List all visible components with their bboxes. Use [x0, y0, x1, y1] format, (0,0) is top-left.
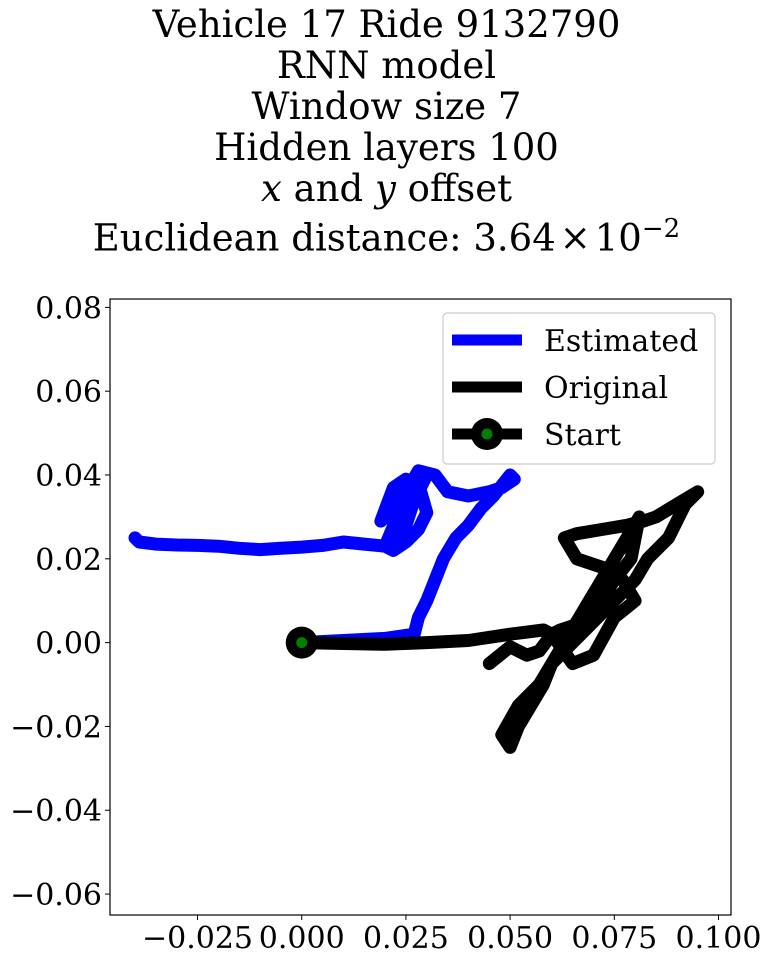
title-line-1: Vehicle 17 Ride 9132790	[152, 3, 621, 46]
title-line-6: Euclidean distance: 3.64 × 10−2	[0, 209, 773, 258]
series-estimated-line	[128, 464, 521, 650]
title-and: and	[281, 167, 375, 210]
title-line-3: Window size 7	[251, 85, 522, 128]
title-times: ×	[559, 216, 591, 260]
title-offset-word: offset	[395, 167, 512, 210]
legend-original-label: Original	[544, 371, 668, 406]
title-line-5: x and y offset	[0, 168, 773, 209]
y-tick-label: −0.06	[10, 878, 102, 913]
chart-title: Vehicle 17 Ride 9132790 RNN model Window…	[0, 4, 773, 258]
y-tick-label: 0.04	[35, 459, 102, 494]
y-tick-label: −0.04	[10, 794, 102, 829]
x-tick-label: 0.000	[259, 921, 345, 956]
y-tick-label: 0.06	[35, 375, 102, 410]
ticks-layer: −0.025 0.000 0.025 0.050 0.075 0.100 −0.06 −0.0…	[10, 291, 761, 956]
title-x-symbol: x	[261, 167, 282, 210]
y-tick-label: 0.02	[35, 543, 102, 578]
legend: Estimated Original Start	[442, 312, 716, 465]
y-tick-label: 0.08	[35, 291, 102, 326]
title-exponent: −2	[641, 214, 681, 244]
y-tick-label: −0.02	[10, 710, 102, 745]
axes-frame	[109, 298, 732, 916]
x-tick-label: 0.050	[467, 921, 553, 956]
legend-box	[442, 312, 716, 465]
title-base: 10	[594, 216, 642, 260]
legend-estimated-label: Estimated	[544, 324, 698, 359]
series-layer	[128, 464, 705, 754]
title-line-4: Hidden layers 100	[214, 126, 559, 169]
legend-start-label: Start	[544, 418, 621, 453]
title-line-2: RNN model	[276, 44, 497, 87]
title-distance-prefix: Euclidean distance: 3.64	[92, 216, 556, 260]
x-tick-label: 0.075	[571, 921, 657, 956]
start-marker-inner	[296, 637, 308, 649]
series-original-line	[295, 485, 705, 754]
x-tick-label: 0.100	[676, 921, 762, 956]
x-tick-label: −0.025	[142, 921, 253, 956]
legend-start-marker-inner	[481, 428, 493, 440]
title-y-symbol: y	[375, 167, 396, 210]
y-tick-label: 0.00	[35, 627, 102, 662]
x-tick-label: 0.025	[363, 921, 449, 956]
